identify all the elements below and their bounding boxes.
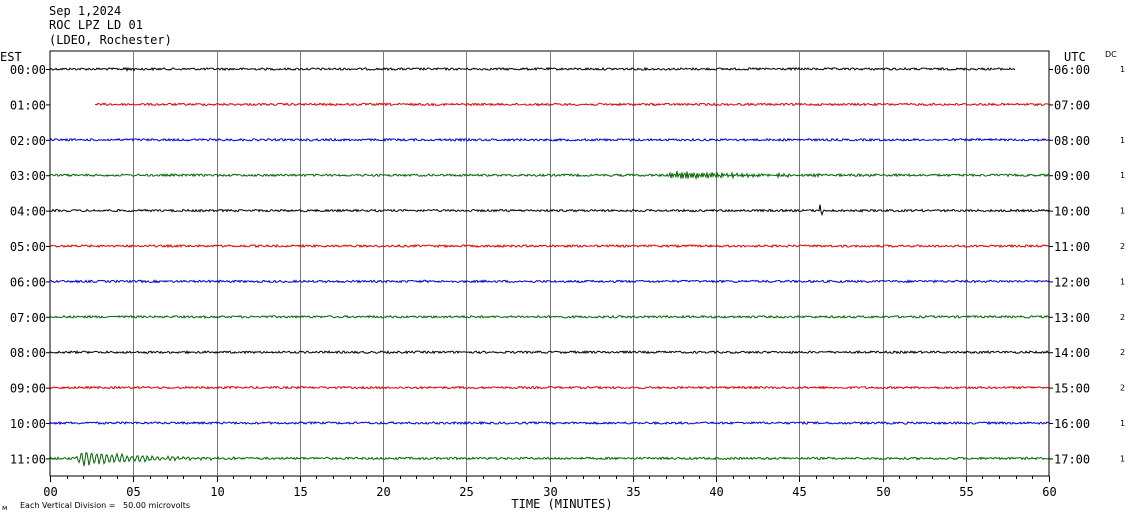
- est-hour-label: 08:00: [10, 346, 46, 360]
- trace-line: [49, 420, 1050, 426]
- x-tick-label: 55: [959, 485, 973, 499]
- plot-frame: [49, 50, 1050, 477]
- x-tick-label: 15: [293, 485, 307, 499]
- trace-line: [49, 66, 1016, 72]
- est-hour-label: 04:00: [10, 205, 46, 219]
- dc-value: 2: [1120, 348, 1125, 357]
- utc-hour-label: 15:00: [1054, 382, 1090, 396]
- est-hour-label: 03:00: [10, 169, 46, 183]
- est-hour-label: 07:00: [10, 311, 46, 325]
- trace-line: [49, 314, 1050, 319]
- dc-value: 2: [1120, 313, 1125, 322]
- trace-line: [49, 350, 1050, 355]
- x-tick-label: 30: [543, 485, 557, 499]
- x-tick-label: 10: [210, 485, 224, 499]
- dc-value: 2: [1120, 242, 1125, 251]
- est-hour-label: 11:00: [10, 452, 46, 466]
- scale-note: Each Vertical Division = 50.00 microvolt…: [20, 501, 190, 510]
- utc-hour-label: 09:00: [1054, 169, 1090, 183]
- trace-line: [49, 385, 1050, 390]
- dc-value: 1: [1120, 419, 1125, 428]
- x-axis-title: TIME (MINUTES): [511, 497, 612, 511]
- utc-hour-label: 07:00: [1054, 98, 1090, 112]
- plot-date: Sep 1,2024: [49, 4, 122, 18]
- utc-hour-label: 08:00: [1054, 134, 1090, 148]
- est-hour-label: 06:00: [10, 275, 46, 289]
- trace-line: [49, 204, 1050, 217]
- utc-hour-label: 16:00: [1054, 417, 1090, 431]
- dc-value: 1: [1120, 136, 1125, 145]
- dc-value: 1: [1120, 65, 1125, 74]
- est-hour-label: 01:00: [10, 98, 46, 112]
- x-tick-label: 60: [1042, 485, 1056, 499]
- est-hour-label: 00:00: [10, 63, 46, 77]
- dc-value: 2: [1120, 384, 1125, 393]
- dc-value: 1: [1120, 277, 1125, 286]
- network-label: (LDEO, Rochester): [49, 33, 172, 47]
- x-tick-label: 00: [43, 485, 57, 499]
- est-hour-label: 10:00: [10, 417, 46, 431]
- est-axis-label: EST: [0, 50, 22, 64]
- trace-line: [94, 102, 1050, 107]
- x-tick-label: 20: [376, 485, 390, 499]
- x-tick-label: 05: [126, 485, 140, 499]
- trace-line: [49, 243, 1050, 249]
- utc-hour-label: 06:00: [1054, 63, 1090, 77]
- x-tick-label: 45: [792, 485, 806, 499]
- utc-hour-label: 13:00: [1054, 311, 1090, 325]
- utc-hour-label: 17:00: [1054, 452, 1090, 466]
- utc-hour-label: 10:00: [1054, 205, 1090, 219]
- dc-value: 1: [1120, 454, 1125, 463]
- est-hour-label: 05:00: [10, 240, 46, 254]
- trace-line: [49, 170, 1050, 181]
- utc-hour-label: 11:00: [1054, 240, 1090, 254]
- x-tick-label: 25: [459, 485, 473, 499]
- dc-value: 1: [1120, 207, 1125, 216]
- x-tick-label: 35: [626, 485, 640, 499]
- x-tick-label: 40: [709, 485, 723, 499]
- est-hour-label: 09:00: [10, 382, 46, 396]
- est-hour-label: 02:00: [10, 134, 46, 148]
- footer-mark: ᴍ: [2, 504, 7, 512]
- trace-line: [49, 279, 1050, 284]
- utc-axis-label: UTC: [1064, 50, 1086, 64]
- dc-column-label: DC: [1105, 50, 1117, 59]
- trace-line: [49, 451, 1050, 467]
- station-code: ROC LPZ LD 01: [49, 18, 143, 32]
- dc-value: 1: [1120, 171, 1125, 180]
- utc-hour-label: 12:00: [1054, 275, 1090, 289]
- x-tick-label: 50: [876, 485, 890, 499]
- trace-line: [49, 137, 1050, 143]
- utc-hour-label: 14:00: [1054, 346, 1090, 360]
